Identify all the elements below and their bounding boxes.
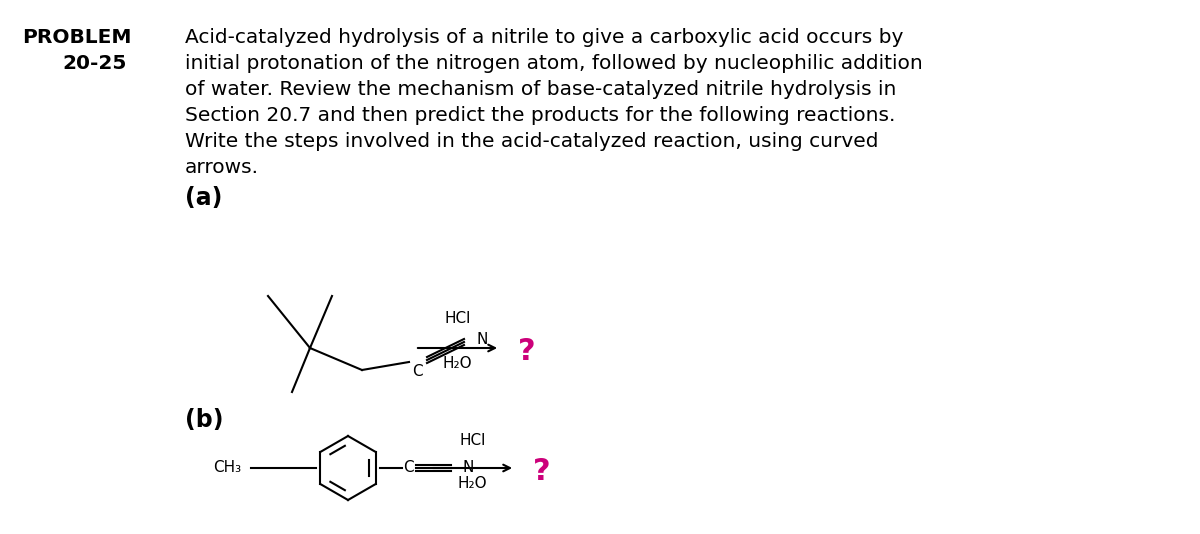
Text: of water. Review the mechanism of base-catalyzed nitrile hydrolysis in: of water. Review the mechanism of base-c… — [185, 80, 896, 99]
Text: arrows.: arrows. — [185, 158, 259, 177]
Text: N: N — [463, 460, 474, 475]
Text: ?: ? — [533, 458, 551, 486]
Text: H₂O: H₂O — [443, 356, 473, 371]
Text: Write the steps involved in the acid-catalyzed reaction, using curved: Write the steps involved in the acid-cat… — [185, 132, 878, 151]
Text: C: C — [412, 364, 422, 379]
Text: H₂O: H₂O — [457, 476, 487, 491]
Text: (a): (a) — [185, 186, 222, 210]
Text: N: N — [476, 333, 487, 348]
Text: C: C — [403, 460, 413, 475]
Text: Acid-catalyzed hydrolysis of a nitrile to give a carboxylic acid occurs by: Acid-catalyzed hydrolysis of a nitrile t… — [185, 28, 904, 47]
Text: ?: ? — [518, 337, 535, 366]
Text: PROBLEM: PROBLEM — [22, 28, 132, 47]
Text: (b): (b) — [185, 408, 223, 432]
Text: HCl: HCl — [460, 433, 486, 448]
Text: Section 20.7 and then predict the products for the following reactions.: Section 20.7 and then predict the produc… — [185, 106, 895, 125]
Text: 20-25: 20-25 — [62, 54, 126, 73]
Text: initial protonation of the nitrogen atom, followed by nucleophilic addition: initial protonation of the nitrogen atom… — [185, 54, 923, 73]
Text: HCl: HCl — [444, 311, 470, 326]
Text: CH₃: CH₃ — [212, 460, 241, 475]
